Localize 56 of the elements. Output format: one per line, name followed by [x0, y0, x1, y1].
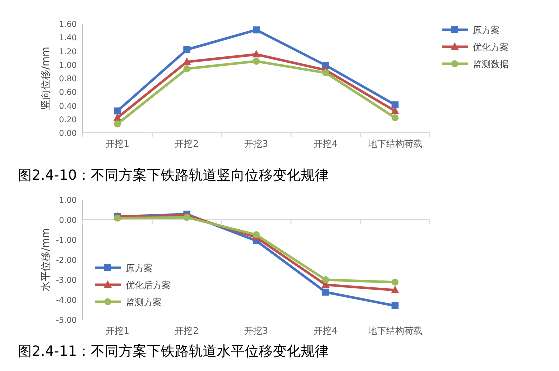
x-tick-label: 开挖3 [244, 139, 268, 150]
y-tick-label: 1.00 [59, 60, 77, 70]
point [322, 70, 330, 77]
point [253, 26, 260, 34]
y-axis-title: 竖向位移/mm [40, 47, 52, 110]
point [322, 276, 330, 284]
legend-label: 原方案 [126, 264, 153, 274]
y-tick-label: -5.00 [56, 316, 77, 325]
y-axis-title: 水平位移/mm [40, 228, 52, 292]
x-tick-label: 开挖2 [175, 326, 199, 337]
x-tick-label: 开挖1 [106, 326, 130, 337]
legend-label: 监测数据 [473, 60, 509, 70]
text: 图2.4-10：不同方案下铁路轨道竖向位移变化规律 [18, 167, 330, 184]
point [114, 120, 122, 128]
x-tick-label: 开挖3 [244, 326, 268, 337]
x-tick-label: 开挖4 [314, 326, 338, 337]
x-tick-label: 开挖2 [175, 139, 199, 150]
point [114, 114, 122, 122]
y-tick-label: 0.80 [59, 74, 77, 84]
point [253, 232, 260, 238]
y-tick-label: -4.00 [56, 296, 77, 305]
y-tick-label: -3.00 [56, 276, 77, 285]
text: 图2.4-11：不同方案下铁路轨道水平位移变化规律 [18, 343, 330, 360]
x-tick-label: 开挖1 [106, 139, 130, 150]
x-tick-label: 地下结构荷载 [367, 326, 422, 337]
y-tick-label: 0.60 [59, 88, 77, 98]
y-tick-label: 1.60 [59, 20, 77, 29]
y-tick-label: 1.00 [59, 196, 77, 205]
point [184, 65, 191, 72]
point [184, 46, 191, 54]
point [253, 58, 260, 65]
point [322, 288, 330, 296]
point [392, 114, 399, 122]
legend-label: 原方案 [473, 26, 500, 36]
y-tick-label: 0.40 [59, 102, 77, 111]
point [114, 108, 122, 115]
point [391, 286, 400, 294]
x-tick-label: 地下结构荷载 [367, 139, 422, 150]
y-tick-label: 1.20 [59, 47, 77, 56]
point [184, 214, 191, 222]
y-tick-label: 1.40 [59, 34, 77, 43]
x-tick-label: 开挖4 [314, 139, 338, 150]
point [183, 58, 192, 66]
point [392, 102, 399, 109]
y-tick-label: -2.00 [56, 256, 77, 265]
point [392, 278, 399, 286]
y-tick-label: 0.00 [59, 216, 77, 225]
point [391, 106, 400, 114]
y-tick-label: 0.00 [59, 129, 77, 138]
point [252, 50, 260, 58]
legend-label: 监测方案 [126, 298, 162, 308]
y-tick-label: -1.00 [56, 236, 77, 245]
legend-label: 优化方案 [473, 42, 509, 54]
point [392, 302, 399, 310]
y-tick-label: 0.20 [59, 115, 77, 124]
legend-label: 优化后方案 [126, 280, 171, 292]
